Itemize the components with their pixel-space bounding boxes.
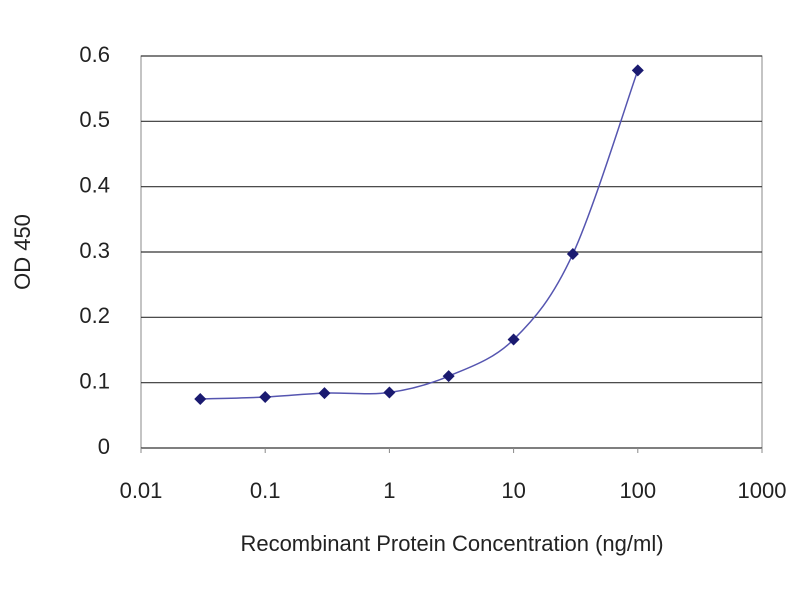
data-point (194, 393, 207, 405)
y-tick-label: 0.5 (79, 107, 110, 132)
data-point (442, 370, 455, 383)
y-tick-label: 0.2 (79, 303, 110, 328)
y-tick-label: 0.6 (79, 42, 110, 67)
data-point (318, 387, 331, 400)
x-tick-label: 0.1 (250, 478, 281, 503)
x-tick-label: 100 (619, 478, 656, 503)
x-tick-label: 1000 (738, 478, 787, 503)
y-tick-label: 0.1 (79, 368, 110, 393)
data-point (566, 247, 579, 260)
y-tick-label: 0 (98, 434, 110, 459)
data-point (507, 333, 520, 346)
x-tick-label: 10 (501, 478, 525, 503)
y-tick-label: 0.4 (79, 172, 110, 197)
data-point (383, 386, 396, 399)
x-tick-label: 0.01 (120, 478, 163, 503)
data-point (259, 391, 272, 404)
x-axis-label: Recombinant Protein Concentration (ng/ml… (240, 531, 663, 556)
data-point (631, 64, 644, 77)
x-tick-label: 1 (383, 478, 395, 503)
y-tick-label: 0.3 (79, 238, 110, 263)
series-line (200, 70, 639, 400)
y-axis-label: OD 450 (10, 214, 35, 290)
